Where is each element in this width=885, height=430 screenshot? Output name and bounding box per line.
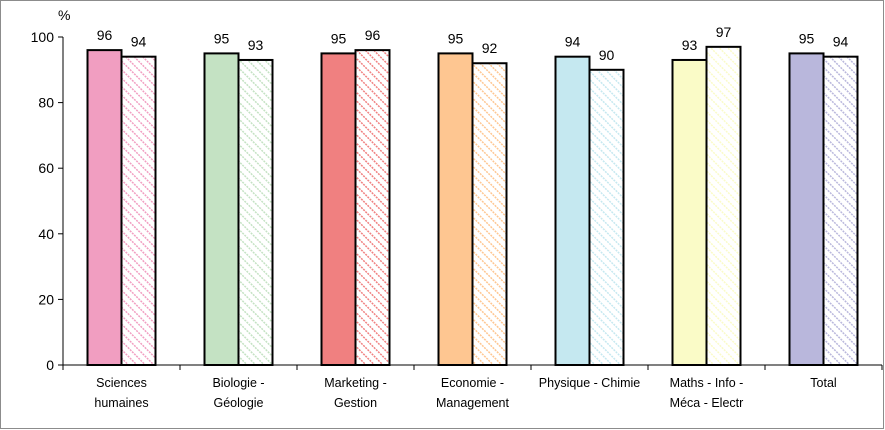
y-tick-label: 20	[38, 291, 54, 307]
bar-value-label: 94	[131, 34, 147, 50]
category-labels: Sciences humaines Biologie -Géologie Market…	[94, 376, 836, 410]
bar-value-label: 93	[248, 37, 264, 53]
bar	[237, 58, 274, 367]
bar-value-label: 96	[97, 27, 113, 43]
bar	[471, 62, 508, 367]
bar	[86, 49, 123, 367]
bar	[120, 55, 157, 367]
bar	[822, 55, 859, 367]
bar-value-label: 94	[833, 34, 849, 50]
bar-value-label: 97	[716, 24, 732, 40]
bars	[86, 45, 859, 367]
category-label: Maths - Info -Méca - Electr	[670, 376, 744, 410]
bar	[354, 49, 391, 367]
y-tick-label: 40	[38, 226, 54, 242]
bar-value-label: 96	[365, 27, 381, 43]
bar	[320, 52, 357, 367]
bar-value-label: 95	[214, 30, 230, 46]
category-label: Physique - Chimie	[539, 376, 640, 390]
y-tick-label: 100	[31, 29, 55, 45]
bar-value-label: 90	[599, 47, 615, 63]
bar-value-label: 95	[331, 30, 347, 46]
y-tick-label: 60	[38, 160, 54, 176]
y-axis-unit-label: %	[58, 7, 70, 23]
bar-value-label: 94	[565, 34, 581, 50]
category-label: Economie -Management	[436, 376, 509, 410]
category-label: Biologie -Géologie	[212, 376, 264, 410]
bar-value-label: 95	[799, 30, 815, 46]
category-label: Total	[810, 376, 836, 390]
data-labels: 96 94 95 93 95 96 95 92 94 90 93 97 95 94	[97, 24, 849, 63]
y-tick-label: 80	[38, 95, 54, 111]
category-label: Sciences humaines	[94, 376, 148, 410]
category-label: Marketing -Gestion	[324, 376, 387, 410]
bar	[203, 52, 240, 367]
bar-value-label: 92	[482, 40, 498, 56]
bar	[671, 58, 708, 367]
bar-value-label: 93	[682, 37, 698, 53]
bar	[788, 52, 825, 367]
bar	[437, 52, 474, 367]
bar	[554, 55, 591, 367]
y-tick-label: 0	[46, 357, 54, 373]
axes: 0 20 40 60 80 100	[31, 29, 883, 373]
bar-value-label: 95	[448, 30, 464, 46]
bar	[588, 68, 625, 367]
bar	[705, 45, 742, 367]
